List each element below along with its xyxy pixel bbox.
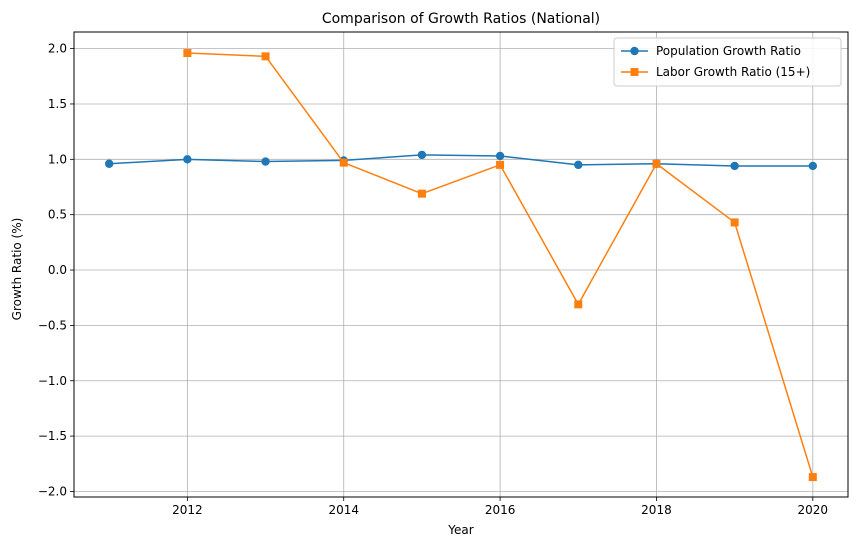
y-tick-label: −0.5 (38, 318, 67, 332)
data-point-square (652, 159, 661, 168)
data-point-circle (495, 151, 505, 161)
data-point-square (808, 473, 817, 482)
x-axis-ticks: 2012 2014 2016 2018 2020 (172, 497, 828, 517)
data-point-square (496, 160, 505, 169)
legend-item: Labor Growth Ratio (15+) (621, 65, 810, 79)
legend-label: Population Growth Ratio (656, 44, 801, 58)
data-point-square (417, 189, 426, 198)
legend-marker-square (630, 68, 639, 76)
series-1 (183, 49, 817, 482)
data-point-circle (417, 150, 427, 160)
data-point-square (261, 52, 270, 61)
grid-lines (74, 32, 848, 497)
y-tick-label: −2.0 (38, 484, 67, 498)
y-tick-label: 0.5 (48, 208, 67, 222)
data-point-square (183, 49, 192, 58)
data-point-circle (104, 159, 114, 168)
series-layer (104, 49, 818, 482)
legend: Population Growth Ratio Labor Growth Rati… (613, 37, 842, 87)
series-line (109, 154, 813, 167)
legend-item: Population Growth Ratio (621, 44, 801, 58)
y-tick-label: 2.0 (48, 42, 67, 56)
data-point-circle (261, 157, 270, 166)
y-tick-label: 0.0 (48, 263, 67, 277)
chart-title: Comparison of Growth Ratios (National) (322, 11, 600, 27)
x-tick-label: 2016 (485, 503, 516, 517)
x-axis-label: Year (447, 523, 473, 537)
legend-box (613, 37, 842, 87)
data-point-circle (730, 161, 739, 171)
data-point-square (339, 158, 348, 167)
legend-marker-circle (630, 46, 639, 56)
data-point-circle (808, 161, 818, 171)
data-point-circle (183, 155, 192, 164)
y-tick-label: −1.0 (38, 374, 67, 388)
y-axis-label: Growth Ratio (%) (10, 218, 24, 321)
x-tick-label: 2018 (641, 503, 672, 517)
x-tick-label: 2014 (328, 503, 359, 517)
y-axis-ticks: −2.0 −1.5 −1.0 −0.5 0.0 0.5 1.0 1.5 2.0 (38, 42, 74, 498)
data-point-circle (574, 160, 583, 170)
x-tick-label: 2020 (798, 503, 829, 517)
plot-area-frame (73, 31, 849, 498)
x-tick-label: 2012 (172, 503, 203, 517)
data-point-square (574, 300, 583, 309)
data-point-square (730, 218, 739, 227)
y-tick-label: 1.0 (48, 152, 67, 166)
legend-label: Labor Growth Ratio (15+) (656, 65, 810, 79)
y-tick-label: 1.5 (48, 97, 67, 111)
y-tick-label: −1.5 (38, 429, 67, 443)
